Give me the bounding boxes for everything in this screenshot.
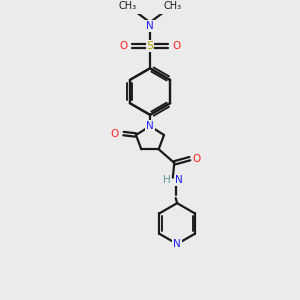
- Text: CH₃: CH₃: [164, 2, 182, 11]
- Text: N: N: [173, 239, 181, 249]
- Text: N: N: [146, 121, 154, 131]
- Text: CH₃: CH₃: [118, 2, 136, 11]
- Text: O: O: [172, 41, 181, 51]
- Text: H: H: [163, 176, 170, 185]
- Text: S: S: [146, 41, 154, 51]
- Text: O: O: [119, 41, 128, 51]
- Text: O: O: [111, 129, 119, 139]
- Text: N: N: [146, 21, 154, 31]
- Text: N: N: [175, 176, 182, 185]
- Text: O: O: [193, 154, 201, 164]
